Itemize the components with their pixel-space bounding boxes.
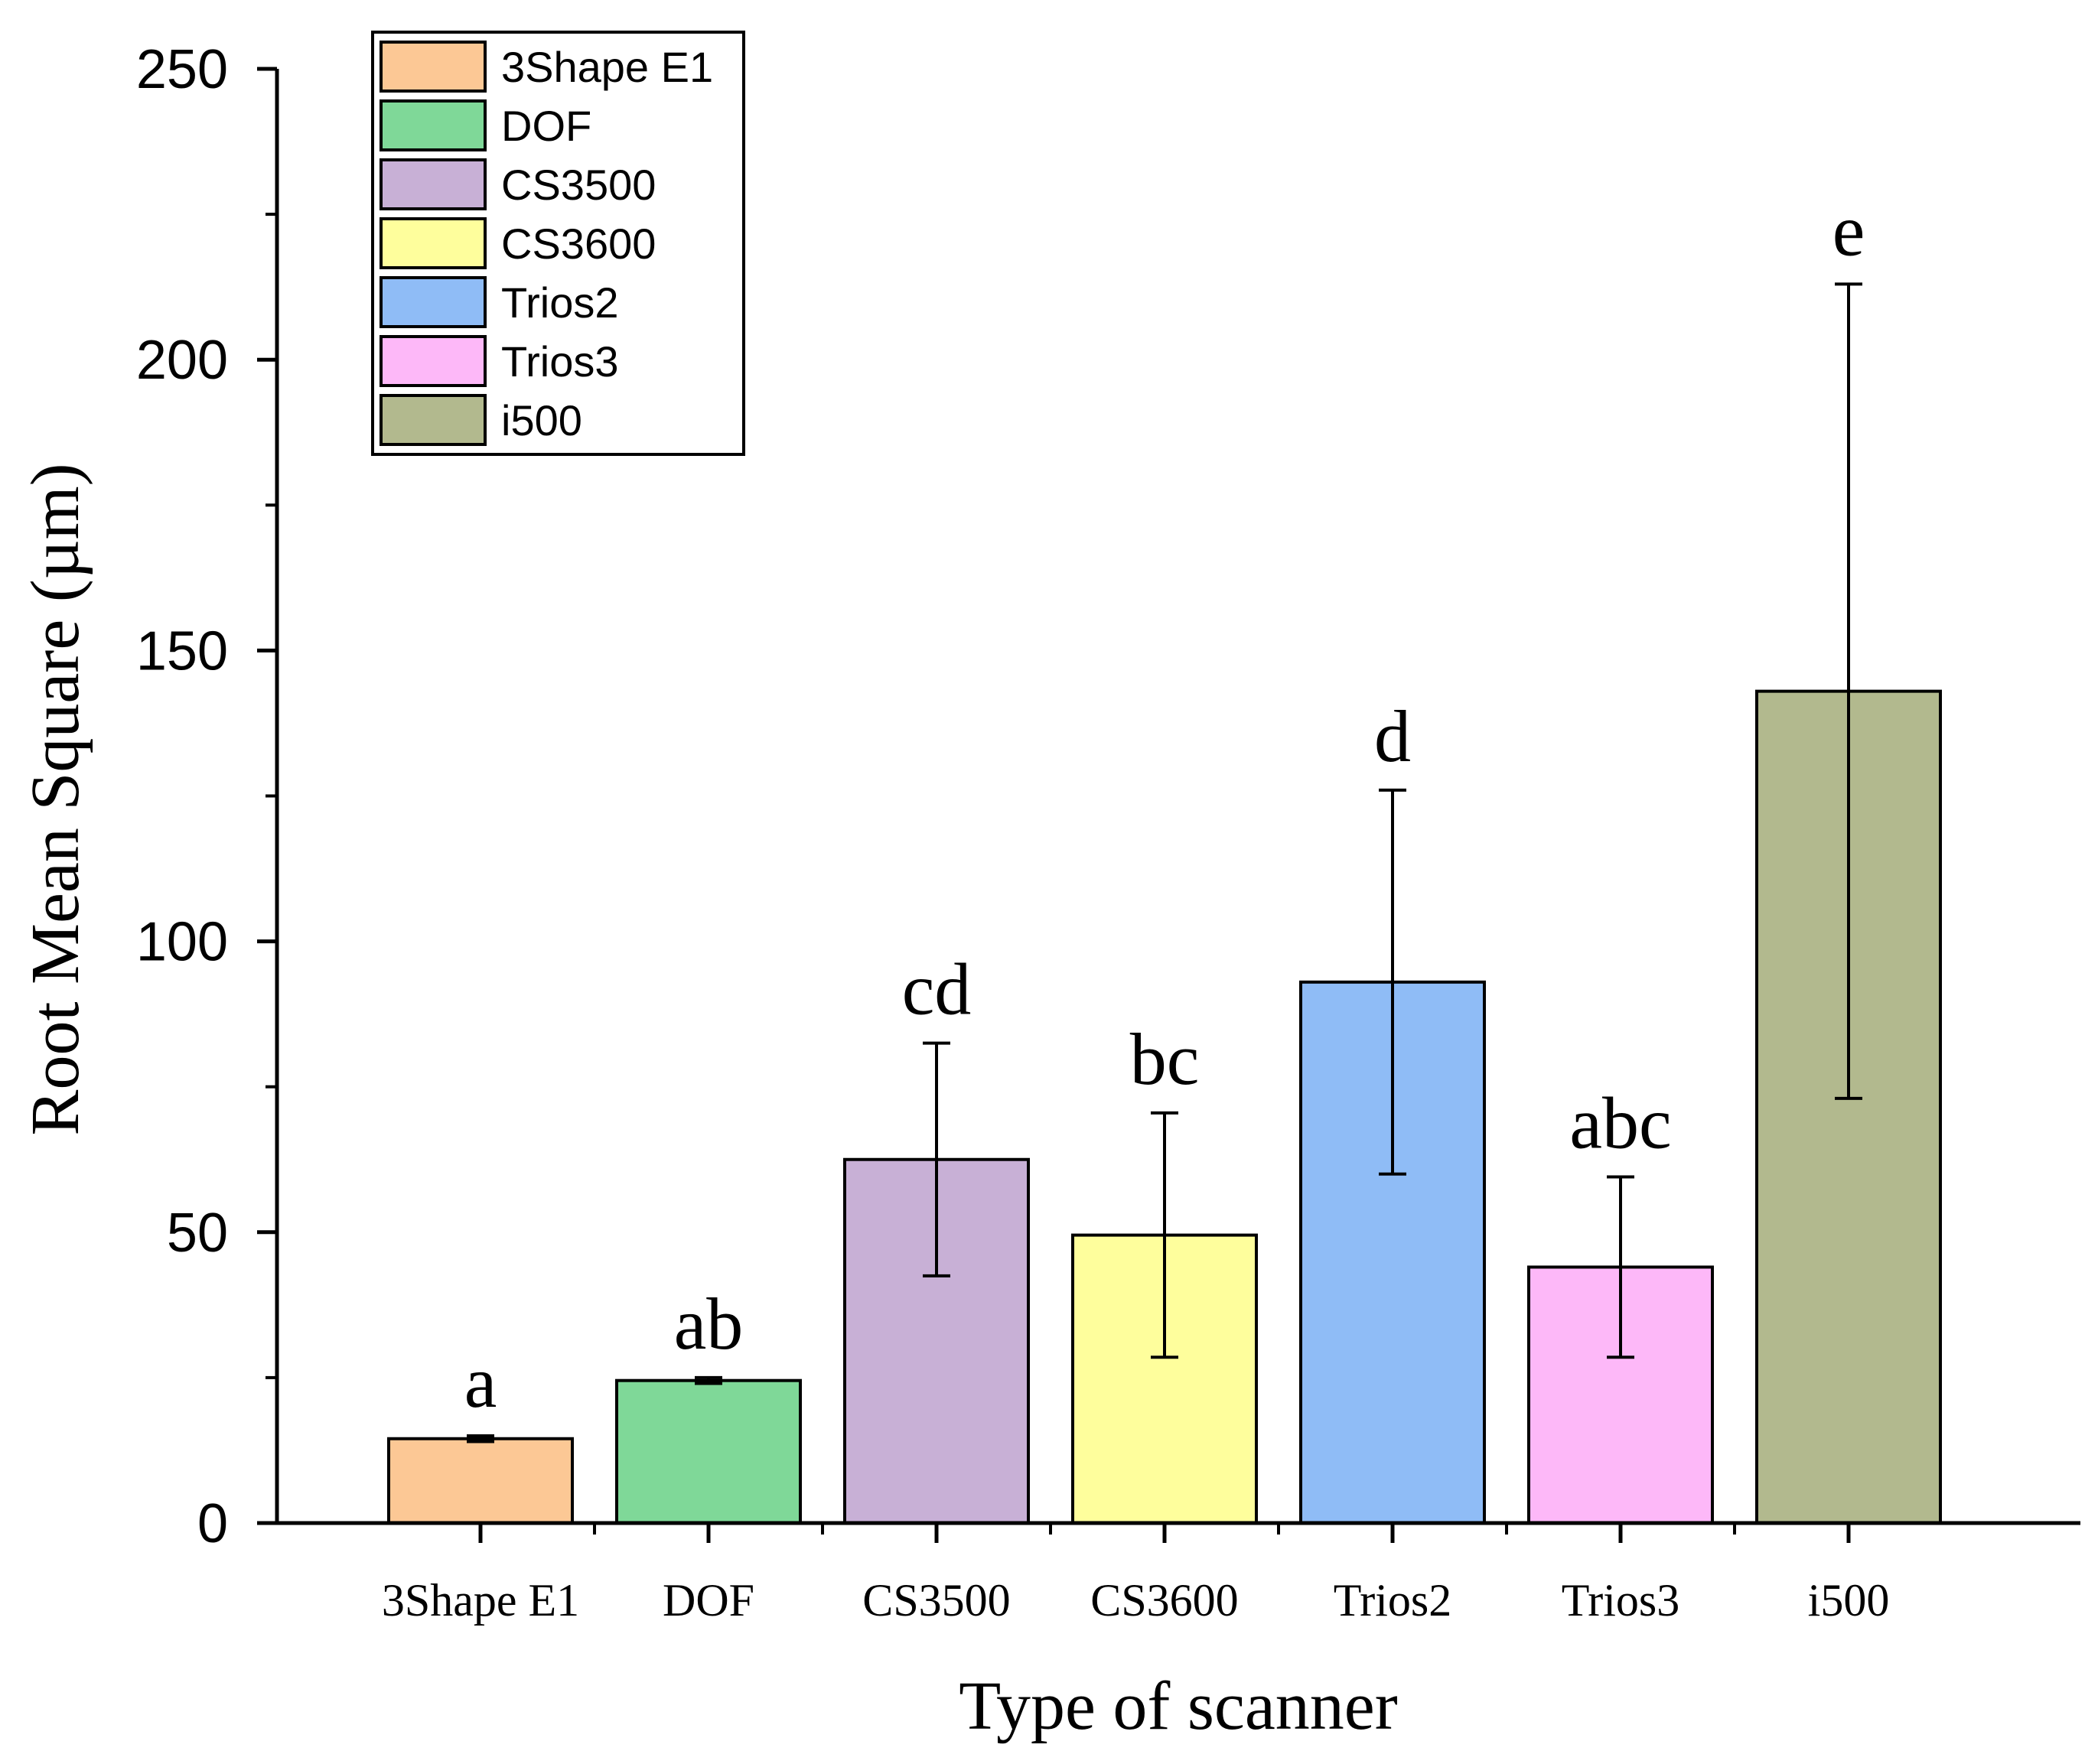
x-tick-label: Trios3 <box>1562 1575 1680 1626</box>
y-axis-tick-labels: 0 50 100 150 200 250 <box>136 39 228 1554</box>
x-axis-ticks <box>478 1523 1851 1543</box>
error-bars <box>467 282 1862 1443</box>
y-axis-ticks <box>257 67 277 1525</box>
legend-swatch <box>380 158 487 210</box>
legend-label: DOF <box>501 102 591 150</box>
significance-letter: cd <box>902 949 972 1030</box>
legend-items: 3Shape E1 DOF CS3500 CS3600 Trios2 Trios3 i500 <box>380 41 713 446</box>
x-tick-label: CS3600 <box>1090 1575 1238 1626</box>
legend: 3Shape E1 DOF CS3500 CS3600 Trios2 Trios3 i500 <box>371 31 745 456</box>
significance-letter: bc <box>1130 1018 1200 1100</box>
x-tick-label: Trios2 <box>1334 1575 1452 1626</box>
y-tick-label: 150 <box>136 620 228 682</box>
y-tick-label: 200 <box>136 330 228 391</box>
significance-letters: a ab cd bc d abc e <box>464 189 1865 1423</box>
x-tick-label: CS3500 <box>862 1575 1010 1626</box>
legend-swatch <box>380 394 487 446</box>
y-tick-label: 50 <box>167 1203 228 1264</box>
legend-label: Trios3 <box>501 337 619 386</box>
legend-label: i500 <box>501 396 582 444</box>
legend-swatch <box>380 41 487 93</box>
bar <box>615 1378 802 1525</box>
significance-letter: a <box>464 1341 497 1423</box>
x-tick-label: 3Shape E1 <box>382 1575 579 1626</box>
significance-letter: e <box>1832 189 1865 271</box>
significance-letter: d <box>1374 695 1411 777</box>
legend-swatch <box>380 335 487 387</box>
y-axis-title: Root Mean Square (µm) <box>18 463 93 1135</box>
legend-label: 3Shape E1 <box>501 43 713 91</box>
legend-label: Trios2 <box>501 278 619 327</box>
x-axis-title: Type of scanner <box>959 1668 1397 1744</box>
significance-letter: ab <box>674 1283 744 1365</box>
x-tick-label: DOF <box>663 1575 754 1626</box>
y-tick-label: 100 <box>136 912 228 973</box>
legend-label: CS3600 <box>501 220 656 268</box>
x-axis-tick-labels: 3Shape E1 DOF CS3500 CS3600 Trios2 Trios3 i500 <box>382 1575 1889 1626</box>
bars <box>387 689 1942 1525</box>
significance-letter: abc <box>1569 1082 1671 1164</box>
legend-swatch <box>380 99 487 151</box>
y-tick-label: 0 <box>197 1493 228 1554</box>
x-tick-label: i500 <box>1808 1575 1890 1626</box>
bar <box>387 1437 574 1525</box>
y-tick-label: 250 <box>136 39 228 100</box>
legend-swatch <box>380 276 487 328</box>
legend-swatch <box>380 217 487 269</box>
legend-label: CS3500 <box>501 161 656 209</box>
